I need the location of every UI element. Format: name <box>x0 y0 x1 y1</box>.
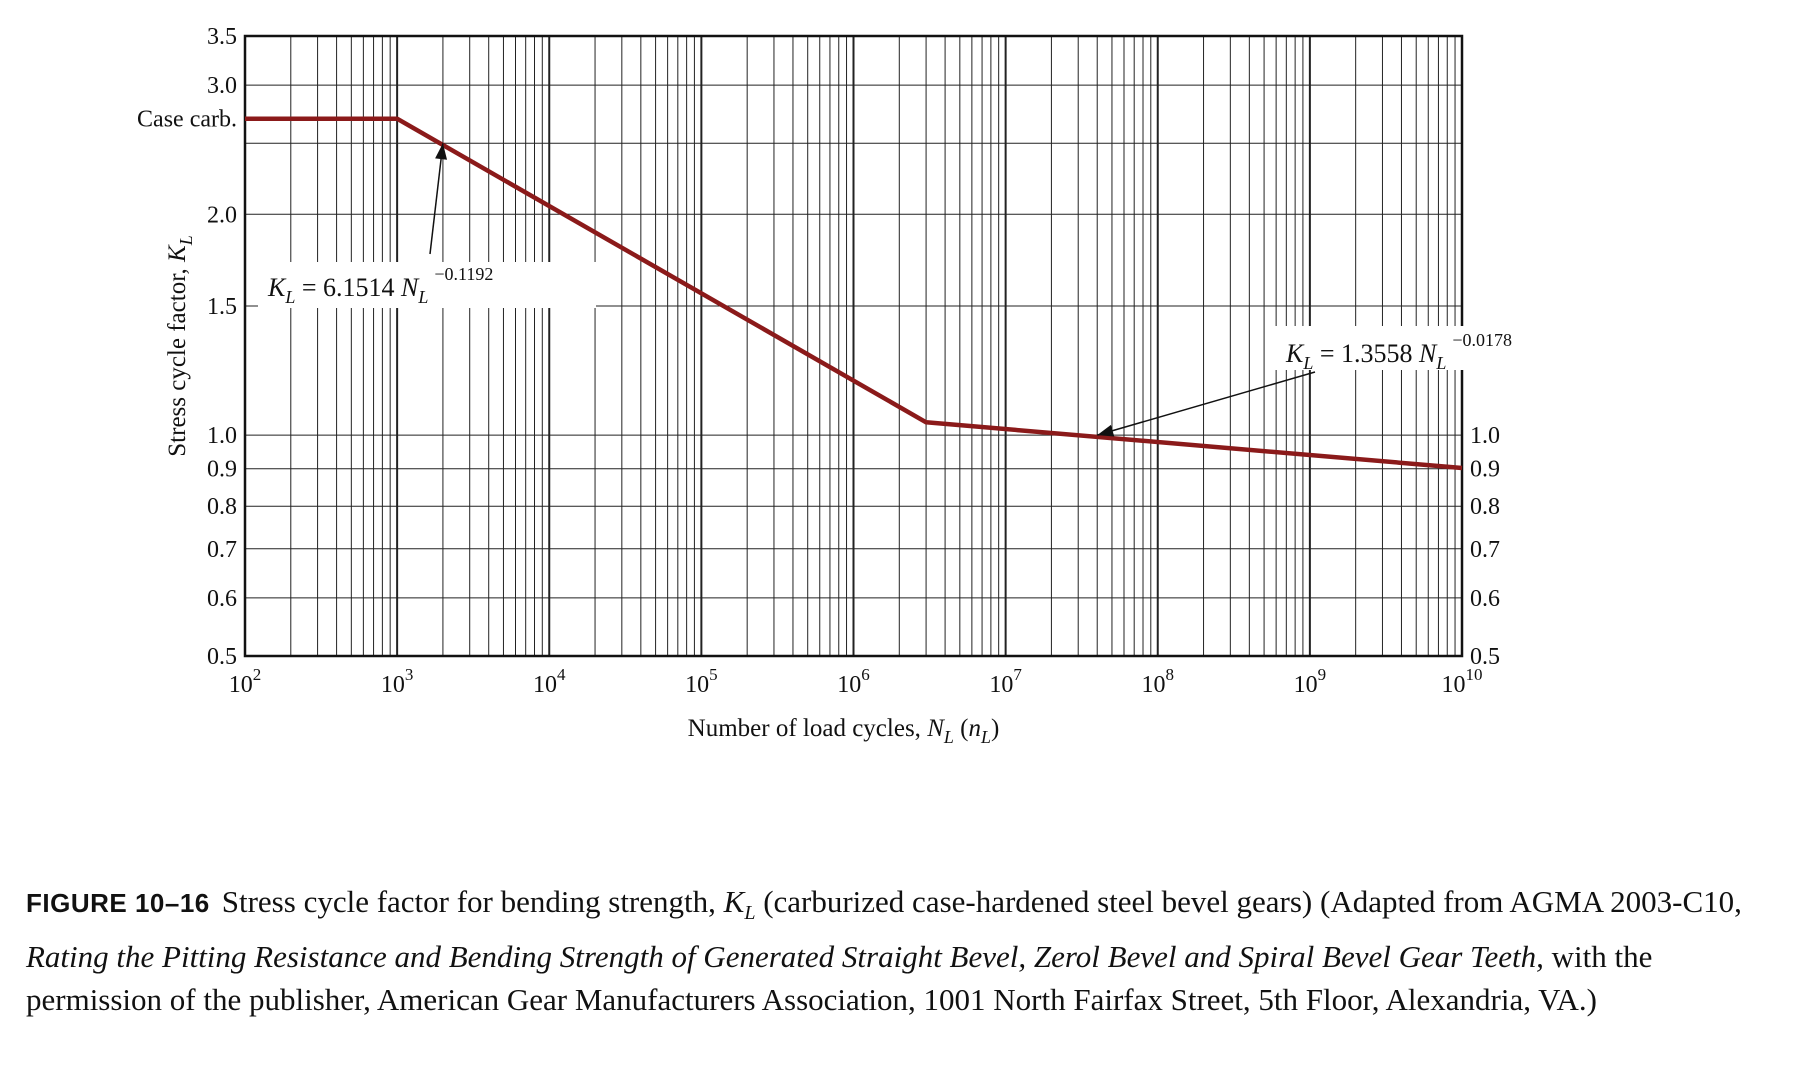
y-tick-label-left: 3.5 <box>207 24 237 50</box>
x-tick-base: 10 <box>685 672 709 698</box>
annotation-2-nvar: N <box>1418 339 1438 368</box>
x-tick-exponent: 8 <box>1166 665 1175 684</box>
x-tick-label: 106 <box>837 665 870 698</box>
annotation-1-equation: KL = 6.1514 NL−0.1192 <box>267 264 493 307</box>
x-axis-label-paren-sub: L <box>980 727 991 747</box>
y-tick-label-right: 0.7 <box>1470 537 1500 563</box>
x-tick-base: 10 <box>229 672 253 698</box>
x-tick-label: 104 <box>533 665 566 698</box>
y-tick-label-left: 3.0 <box>207 73 237 99</box>
y-tick-label-right: 0.5 <box>1470 644 1500 670</box>
annotation-1-exp: −0.1192 <box>434 264 493 284</box>
y-axis-label-var: K <box>164 244 191 263</box>
caption-sub: L <box>744 902 756 925</box>
x-tick-exponent: 4 <box>557 665 566 684</box>
annotation-2-exp: −0.0178 <box>1452 330 1512 350</box>
x-tick-label: 107 <box>989 665 1022 698</box>
y-tick-label-left: 0.6 <box>207 586 237 612</box>
annotation-1-nvar: N <box>400 273 420 302</box>
x-tick-exponent: 7 <box>1013 665 1022 684</box>
y-axis-label-main: Stress cycle factor, <box>164 262 191 457</box>
x-axis-label: Number of load cycles, NL (nL) <box>688 715 1000 747</box>
stress-cycle-chart: 102 103 104 105 106 107 108 109 1010 3.53.02.01.… <box>137 24 1574 747</box>
annotation-2-sub: L <box>1302 353 1313 373</box>
x-tick-label: 105 <box>685 665 718 698</box>
y-tick-label-left: 0.5 <box>207 644 237 670</box>
y-tick-label-left: 0.9 <box>207 457 237 483</box>
x-axis-label-sub: L <box>943 727 954 747</box>
annotation-2-equation: KL = 1.3558 NL−0.0178 <box>1285 330 1512 373</box>
x-axis-label-close-paren: ) <box>991 715 999 742</box>
annotation-1-nsub: L <box>417 287 428 307</box>
y-tick-label-left: 0.8 <box>207 494 237 520</box>
x-axis-label-var: N <box>926 715 945 742</box>
x-tick-label: 109 <box>1294 665 1327 698</box>
x-tick-base: 10 <box>1294 672 1318 698</box>
x-tick-labels: 102 103 104 105 106 107 108 109 1010 <box>229 665 1483 698</box>
annotation-1-sub: L <box>284 287 295 307</box>
x-tick-exponent: 9 <box>1318 665 1327 684</box>
y-tick-label-right: 0.9 <box>1470 457 1500 483</box>
y-tick-label-left: 1.0 <box>207 423 237 449</box>
y-tick-label-left: 0.7 <box>207 537 237 563</box>
x-axis-label-paren-var: n <box>968 715 981 742</box>
annotation-1-arrowhead <box>435 143 448 160</box>
annotation-2-arrow <box>1097 371 1316 436</box>
x-tick-label: 1010 <box>1442 665 1483 698</box>
case-carb-label: Case carb. <box>137 107 237 133</box>
figure-caption: FIGURE 10–16 Stress cycle factor for bend… <box>26 880 1796 1021</box>
x-axis-label-main: Number of load cycles, <box>688 715 928 742</box>
annotation-2-arrowhead <box>1097 424 1115 437</box>
y-tick-label-right: 0.6 <box>1470 586 1500 612</box>
y-tick-label-left: 1.5 <box>207 294 237 320</box>
grid-lines <box>244 35 1462 657</box>
caption-text-3: with the permission of the publisher, Am… <box>26 939 1653 1018</box>
x-tick-exponent: 6 <box>861 665 870 684</box>
caption-text-2: (carburized case-hardened steel bevel ge… <box>755 884 1742 919</box>
annotation-1-background <box>258 262 596 308</box>
annotation-2-eq: = 1.3558 <box>1313 339 1419 368</box>
annotation-2-var: K <box>1285 339 1305 368</box>
x-tick-exponent: 5 <box>709 665 718 684</box>
annotation-1-eq: = 6.1514 <box>295 273 401 302</box>
x-tick-exponent: 10 <box>1466 665 1483 684</box>
y-axis-label-sub: L <box>176 235 196 246</box>
x-tick-base: 10 <box>1142 672 1166 698</box>
annotation-2-background <box>1274 326 1574 370</box>
x-tick-label: 103 <box>381 665 414 698</box>
caption-text-1: Stress cycle factor for bending strength… <box>221 884 724 919</box>
x-tick-exponent: 3 <box>405 665 414 684</box>
caption-var: K <box>723 884 745 919</box>
y-tick-label-right: 1.0 <box>1470 423 1500 449</box>
x-tick-label: 102 <box>229 665 262 698</box>
y-tick-label-right: 0.8 <box>1470 494 1500 520</box>
x-axis-label-open-paren: ( <box>954 715 969 742</box>
caption-source-title: Rating the Pitting Resistance and Bendin… <box>26 939 1544 975</box>
x-tick-base: 10 <box>1442 672 1466 698</box>
x-tick-base: 10 <box>989 672 1013 698</box>
x-tick-base: 10 <box>381 672 405 698</box>
x-tick-exponent: 2 <box>253 665 262 684</box>
x-tick-label: 108 <box>1142 665 1175 698</box>
y-tick-label-left: 2.0 <box>207 202 237 228</box>
x-tick-base: 10 <box>533 672 557 698</box>
annotation-1-arrow <box>429 143 444 255</box>
series-line-kl <box>245 116 1463 471</box>
annotation-1-var: K <box>267 273 287 302</box>
x-tick-base: 10 <box>837 672 861 698</box>
figure-label: FIGURE 10–16 <box>26 888 210 918</box>
annotation-2-nsub: L <box>1435 353 1446 373</box>
y-axis-label: Stress cycle factor, KL <box>164 235 196 456</box>
y-tick-labels: 3.5 3.0 2.0 1.5 1.0 0.9 0.8 0.7 0.6 0.5 1.0 0.9 0.8 0… <box>207 24 1500 670</box>
